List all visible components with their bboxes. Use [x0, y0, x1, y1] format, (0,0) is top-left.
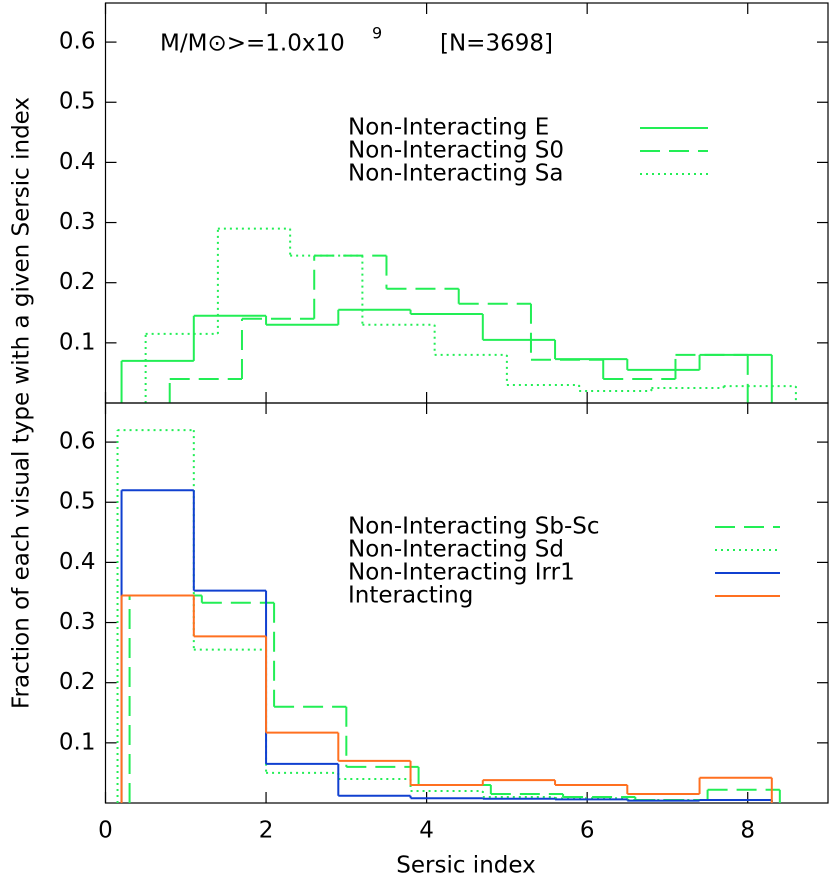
y-tick-label: 0.2	[59, 269, 96, 295]
y-tick-label: 0.6	[59, 29, 96, 55]
x-tick-label: 6	[580, 818, 595, 844]
x-tick-label: 0	[98, 818, 113, 844]
y-axis-label: Fraction of each visual type with a give…	[9, 97, 35, 709]
y-tick-label: 0.4	[59, 549, 96, 575]
plot-frame	[104, 402, 829, 804]
annotation: M/M⊙>=1.0x10	[160, 31, 345, 57]
x-axis-label: Sersic index	[396, 853, 535, 879]
plot-frame	[104, 2, 829, 404]
y-tick-label: 0.1	[59, 729, 96, 755]
annotation-count: [N=3698]	[440, 31, 553, 57]
y-tick-label: 0.6	[59, 429, 96, 455]
legend-label: Non-Interacting Sa	[348, 161, 563, 187]
y-tick-label: 0.3	[59, 609, 96, 635]
y-tick-label: 0.1	[59, 329, 96, 355]
x-tick-label: 8	[740, 818, 755, 844]
y-tick-label: 0.3	[59, 209, 96, 235]
legend-label: Non-Interacting Sd	[348, 537, 564, 563]
y-tick-label: 0.2	[59, 669, 96, 695]
legend-label: Non-Interacting E	[348, 115, 549, 141]
legend-label: Non-Interacting Sb-Sc	[348, 514, 600, 540]
y-tick-label: 0.4	[59, 149, 96, 175]
legend-label: Interacting	[348, 583, 473, 609]
y-tick-label: 0.5	[59, 89, 96, 115]
x-tick-label: 2	[259, 818, 274, 844]
y-tick-label: 0.5	[59, 489, 96, 515]
legend-label: Non-Interacting S0	[348, 138, 564, 164]
legend-label: Non-Interacting Irr1	[348, 560, 575, 586]
annotation-exponent: 9	[372, 24, 382, 43]
x-tick-label: 4	[419, 818, 434, 844]
